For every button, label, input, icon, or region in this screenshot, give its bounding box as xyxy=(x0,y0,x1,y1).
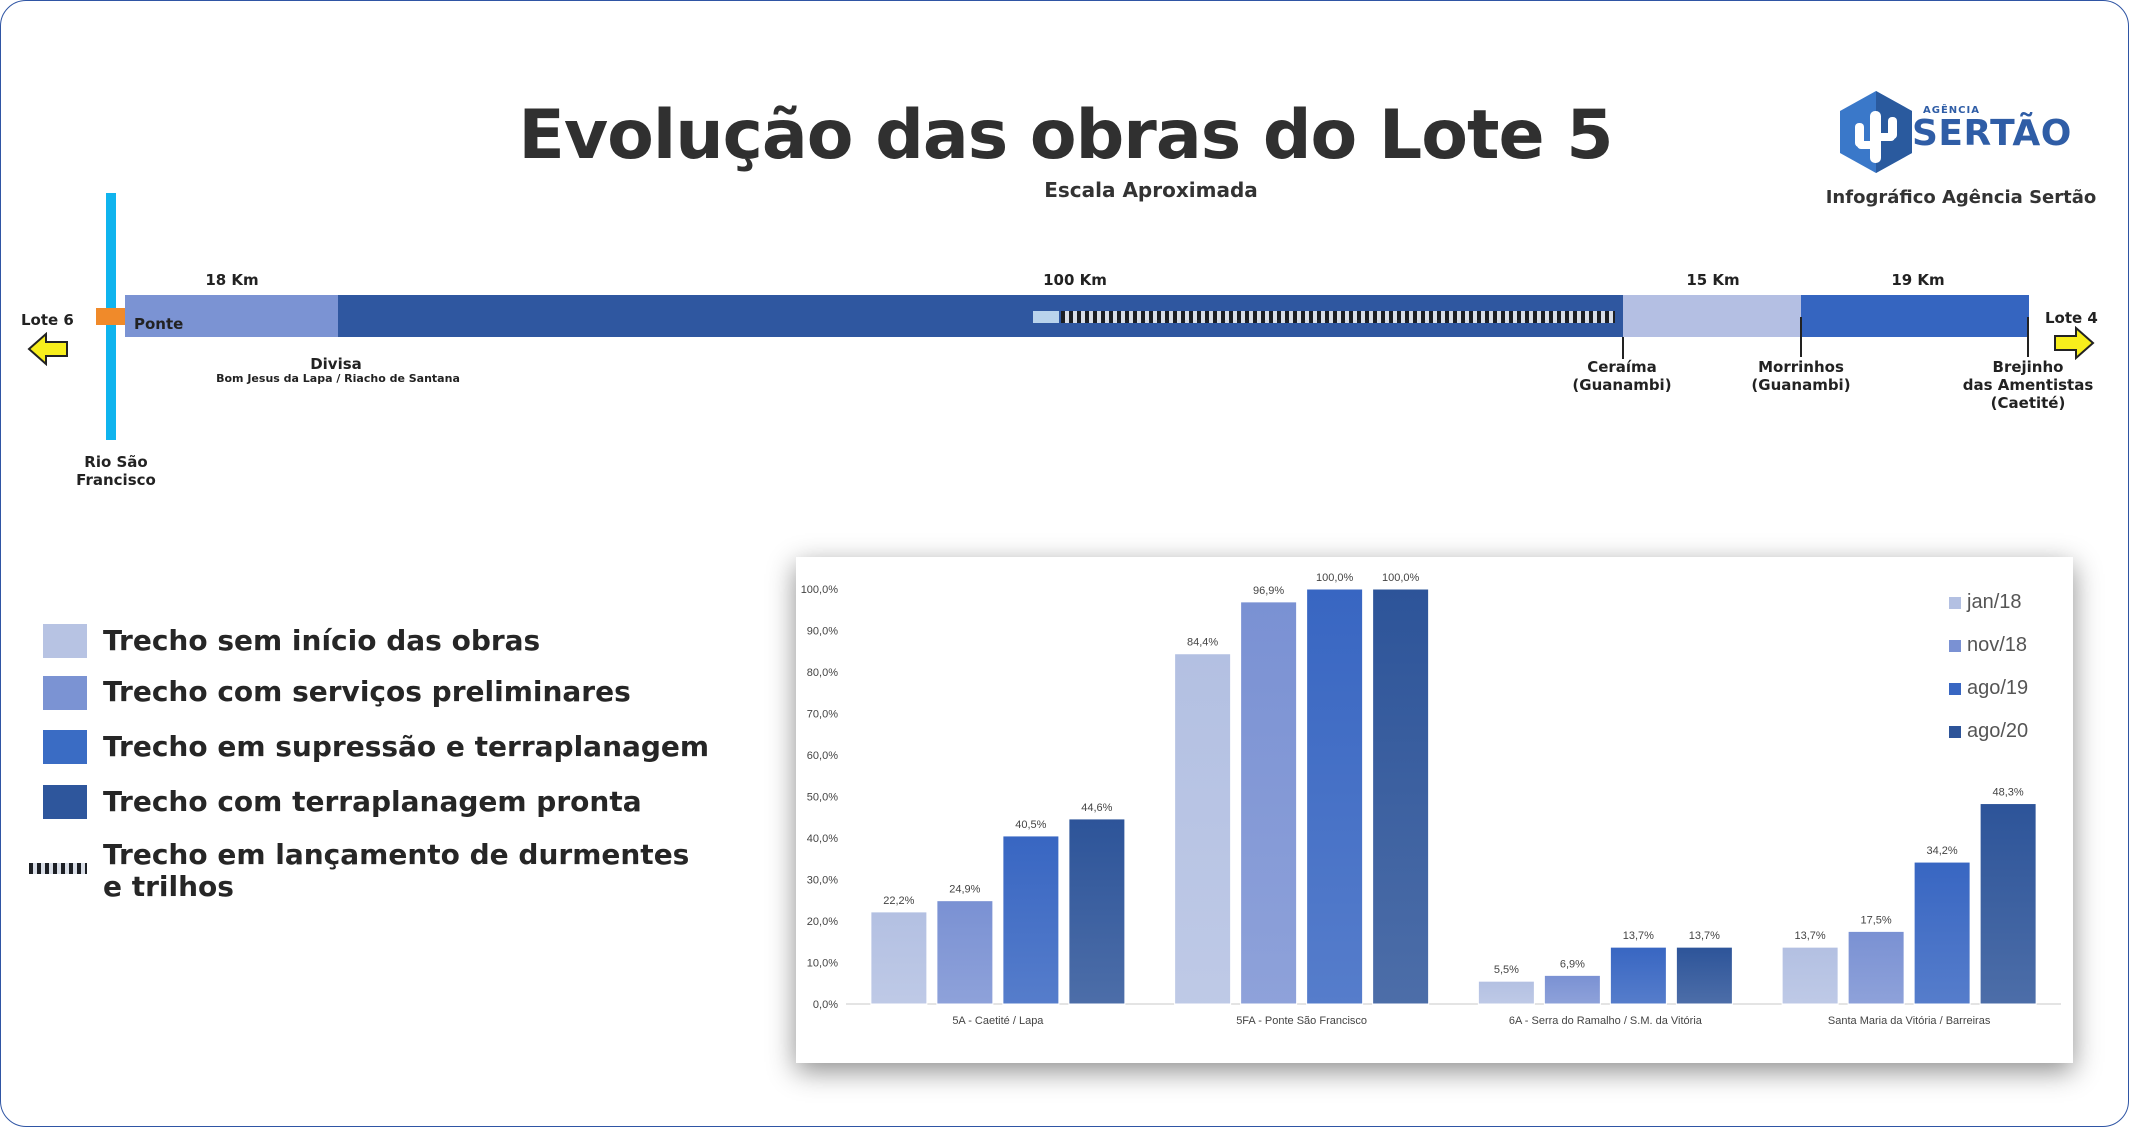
ponte-label: Ponte xyxy=(134,315,184,333)
bar-ago20-2 xyxy=(1675,946,1733,1005)
bar-value-label: 100,0% xyxy=(1316,572,1354,584)
legend-swatch-durmentes xyxy=(29,863,87,874)
ceraima-tick xyxy=(1622,337,1624,359)
ceraima-label: Ceraíma (Guanambi) xyxy=(1572,358,1672,394)
chart-legend-ago19: ago/19 xyxy=(1949,677,2028,700)
y-tick-label: 0,0% xyxy=(813,999,838,1011)
bar-value-label: 100,0% xyxy=(1382,572,1420,584)
km-label-15: 15 Km xyxy=(1686,271,1740,289)
km-label-19: 19 Km xyxy=(1891,271,1945,289)
chart-legend-swatch-ago19 xyxy=(1949,682,1961,695)
infographic-credit: Infográfico Agência Sertão xyxy=(1825,187,2097,208)
bar-value-label: 44,6% xyxy=(1081,802,1112,814)
track-laying-segment xyxy=(1061,311,1615,323)
morrinhos-tick xyxy=(1800,317,1802,357)
legend-label-supressao: Trecho em supressão e terraplanagem xyxy=(103,730,710,763)
bar-nov18-3 xyxy=(1847,930,1905,1005)
legend-swatch-pronta xyxy=(43,785,87,819)
bar-value-label: 5,5% xyxy=(1494,964,1519,976)
bar-value-label: 24,9% xyxy=(949,884,980,896)
y-tick-label: 60,0% xyxy=(807,750,838,762)
chart-legend-ago20: ago/20 xyxy=(1949,720,2028,743)
bar-value-label: 13,7% xyxy=(1689,930,1720,942)
brejinho-tick xyxy=(2027,317,2029,357)
category-label: Santa Maria da Vitória / Barreiras xyxy=(1828,1015,1991,1027)
legend-swatch-supressao xyxy=(43,730,87,764)
lote-4-label: Lote 4 xyxy=(2045,309,2098,327)
legend-label-sem-inicio: Trecho sem início das obras xyxy=(103,624,541,657)
track-start-marker xyxy=(1033,311,1059,323)
rio-sao-francisco-label: Rio São Francisco xyxy=(76,453,156,489)
bar-value-label: 6,9% xyxy=(1560,958,1585,970)
y-tick-label: 30,0% xyxy=(807,875,838,887)
segment-sem-inicio xyxy=(1623,295,1801,337)
bar-ago20-3 xyxy=(1979,803,2037,1005)
bar-value-label: 22,2% xyxy=(883,895,914,907)
legend-label-durmentes: Trecho em lançamento de durmentes e tril… xyxy=(103,838,690,903)
bar-jan18-2 xyxy=(1477,980,1535,1005)
bar-ago20-0 xyxy=(1068,818,1126,1005)
bar-value-label: 84,4% xyxy=(1187,637,1218,649)
bar-jan18-1 xyxy=(1174,653,1232,1005)
bar-value-label: 34,2% xyxy=(1927,845,1958,857)
chart-legend-nov18: nov/18 xyxy=(1949,634,2027,657)
y-tick-label: 20,0% xyxy=(807,916,838,928)
category-label: 6A - Serra do Ramalho / S.M. da Vitória xyxy=(1509,1015,1703,1027)
logo-small-text: AGÊNCIA xyxy=(1923,105,1980,116)
arrow-right-icon xyxy=(2054,326,2095,360)
bar-jan18-3 xyxy=(1781,946,1839,1005)
bar-ago19-0 xyxy=(1002,835,1060,1005)
y-tick-label: 40,0% xyxy=(807,833,838,845)
bar-value-label: 17,5% xyxy=(1861,914,1892,926)
y-tick-label: 80,0% xyxy=(807,667,838,679)
chart-legend-swatch-ago20 xyxy=(1949,725,1961,738)
bar-value-label: 48,3% xyxy=(1993,787,2024,799)
y-tick-label: 100,0% xyxy=(801,584,839,596)
legend-swatch-sem-inicio xyxy=(43,624,87,658)
bar-ago19-2 xyxy=(1609,946,1667,1005)
bar-value-label: 40,5% xyxy=(1015,819,1046,831)
km-label-18: 18 Km xyxy=(205,271,259,289)
bar-ago19-3 xyxy=(1913,861,1971,1005)
arrow-left-icon xyxy=(27,332,68,366)
cactus-logo-icon xyxy=(1840,91,1912,173)
y-tick-label: 10,0% xyxy=(807,958,838,970)
bridge-marker xyxy=(96,308,126,325)
chart-legend-swatch-nov18 xyxy=(1949,639,1961,652)
legend-label-pronta: Trecho com terraplanagem pronta xyxy=(103,785,642,818)
legend-swatch-preliminares xyxy=(43,676,87,710)
segment-preliminares xyxy=(125,295,338,337)
logo-wordmark: SERTÃO xyxy=(1912,113,2072,154)
y-tick-label: 50,0% xyxy=(807,792,838,804)
category-label: 5A - Caetité / Lapa xyxy=(952,1015,1044,1027)
morrinhos-label: Morrinhos (Guanambi) xyxy=(1751,358,1851,394)
divisa-sublabel: Bom Jesus da Lapa / Riacho de Santana xyxy=(216,372,460,385)
bar-ago20-1 xyxy=(1372,588,1430,1005)
bar-nov18-2 xyxy=(1543,974,1601,1005)
divisa-label: Divisa xyxy=(310,355,362,373)
bar-value-label: 96,9% xyxy=(1253,585,1284,597)
chart-legend-swatch-jan18 xyxy=(1949,596,1961,609)
category-label: 5FA - Ponte São Francisco xyxy=(1236,1015,1367,1027)
brejinho-label: Brejinho das Amentistas (Caetité) xyxy=(1962,358,2094,412)
bar-ago19-1 xyxy=(1306,588,1364,1005)
legend-label-preliminares: Trecho com serviços preliminares xyxy=(103,675,631,708)
y-tick-label: 70,0% xyxy=(807,709,838,721)
bar-value-label: 13,7% xyxy=(1795,930,1826,942)
bar-nov18-0 xyxy=(936,900,994,1005)
chart-legend-jan18: jan/18 xyxy=(1949,591,2022,614)
y-tick-label: 90,0% xyxy=(807,626,838,638)
bar-jan18-0 xyxy=(870,911,928,1005)
bar-value-label: 13,7% xyxy=(1623,930,1654,942)
km-label-100: 100 Km xyxy=(1043,271,1107,289)
bar-nov18-1 xyxy=(1240,601,1298,1005)
segment-supressao xyxy=(1801,295,2029,337)
page-subtitle: Escala Aproximada xyxy=(1044,178,1258,202)
page-title: Evolução das obras do Lote 5 xyxy=(518,96,1613,175)
lote-6-label: Lote 6 xyxy=(21,311,74,329)
